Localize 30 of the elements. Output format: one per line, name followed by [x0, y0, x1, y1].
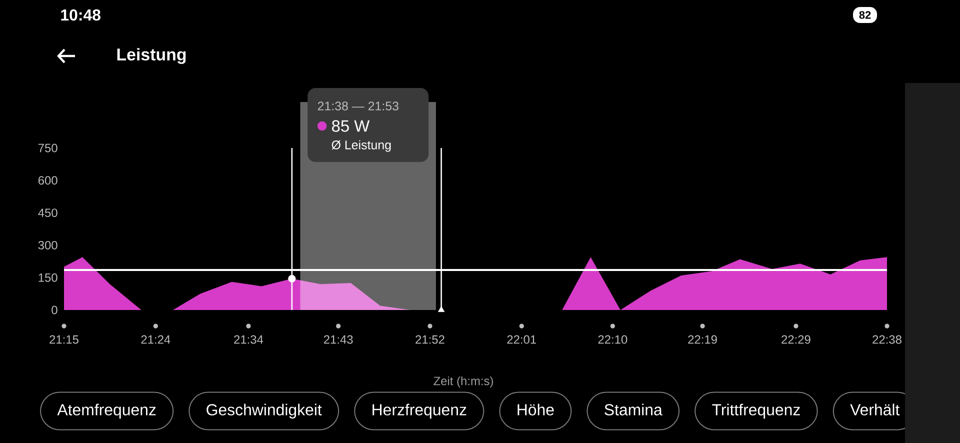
x-tick-label: 21:34: [234, 335, 264, 344]
y-tick-label: 150: [38, 273, 58, 282]
x-tick-label: 21:52: [416, 335, 444, 344]
chart-title: Leistung: [117, 48, 186, 64]
text: Verhält: [850, 404, 900, 416]
x-tick-label: 22:19: [688, 335, 717, 344]
band-label: 21:38 — 21:53: [318, 102, 398, 110]
text: 82: [859, 11, 871, 19]
text: Höhe: [518, 404, 554, 416]
y-tick-label: 300: [38, 240, 58, 250]
y-tick-label: 750: [38, 144, 58, 152]
x-tick-label: 21:24: [141, 335, 170, 344]
y-tick-label: 450: [38, 208, 58, 218]
text: Atemfrequenz: [57, 404, 156, 419]
text: Trittfrequenz: [712, 404, 800, 419]
y-tick-label: 0: [52, 306, 58, 314]
x-tick-label: 21:43: [324, 335, 353, 344]
x-tick-label: 21:15: [50, 335, 78, 344]
text: Geschwindigkeit: [206, 404, 322, 419]
x-tick-label: 22:38: [872, 335, 902, 344]
text: 10:48: [61, 9, 100, 21]
text: Stamina: [604, 404, 662, 416]
y-tick-label: 600: [38, 176, 58, 185]
text: Herzfrequenz: [372, 404, 466, 419]
text: 85 W: [332, 120, 370, 132]
x-tick-label: 22:10: [598, 335, 628, 344]
x-tick-label: 22:01: [507, 335, 536, 344]
annotation: Ø Leistung: [332, 140, 391, 152]
x-axis-title: Zeit (h:m:s): [434, 376, 493, 388]
x-tick-label: 22:29: [782, 335, 810, 344]
